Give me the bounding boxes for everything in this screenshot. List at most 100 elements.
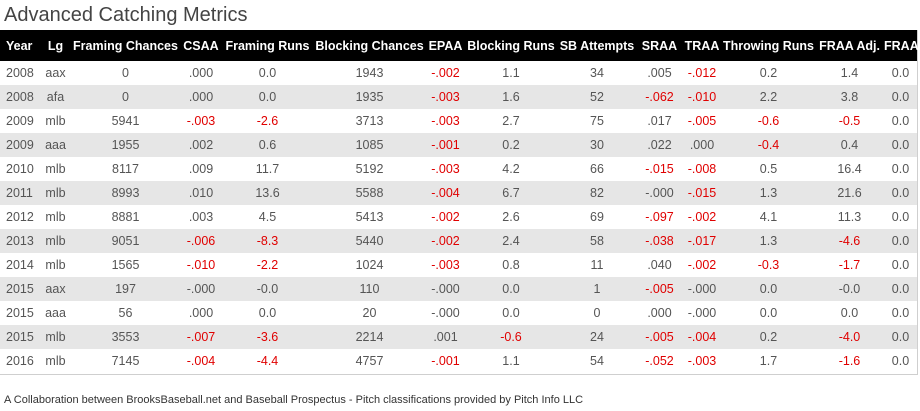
- table-cell: 1.4: [815, 61, 884, 85]
- table-cell: -.038: [637, 229, 682, 253]
- table-cell: 4.1: [722, 205, 815, 229]
- table-cell: 110: [313, 277, 426, 301]
- table-cell: .000: [180, 61, 222, 85]
- table-cell: -2.2: [222, 253, 313, 277]
- table-row: 2009 aaa 1955.002 0.6 1085 -.001 0.2 30.022.000…: [0, 133, 917, 157]
- table-cell: 1085: [313, 133, 426, 157]
- table-cell: 5588: [313, 181, 426, 205]
- table-cell: 0.8: [465, 253, 557, 277]
- table-cell: 7145: [71, 349, 180, 373]
- table-cell: aax: [40, 277, 71, 301]
- table-cell: -.000: [637, 181, 682, 205]
- table-row: 2014 mlb 1565 -.010 -2.2 1024 -.003 0.8 11.040 -.…: [0, 253, 917, 277]
- table-cell: 1565: [71, 253, 180, 277]
- column-header: TRAA: [682, 30, 722, 61]
- table-cell: 0.5: [722, 157, 815, 181]
- table-cell: -.010: [682, 85, 722, 109]
- table-cell: 0.2: [465, 133, 557, 157]
- table-cell: 0.0: [722, 301, 815, 325]
- table-row: 2013 mlb 9051 -.006 -8.3 5440 -.002 2.4 58 -.038-…: [0, 229, 917, 253]
- table-cell: 0.0: [884, 181, 917, 205]
- table-row: 2008 afa 0.000 0.0 1935 -.003 1.6 52 -.062 -.010 2…: [0, 85, 917, 109]
- table-cell: 2015: [0, 301, 40, 325]
- table-cell: 69: [557, 205, 637, 229]
- table-cell: -.000: [180, 277, 222, 301]
- column-header: Year: [0, 30, 40, 61]
- table-row: 2008 aax 0.000 0.0 1943 -.002 1.1 34.005 -.012 0.…: [0, 61, 917, 85]
- table-cell: -.004: [426, 181, 465, 205]
- table-cell: -.001: [426, 133, 465, 157]
- table-cell: -.000: [426, 277, 465, 301]
- table-cell: 1.3: [722, 181, 815, 205]
- table-cell: .022: [637, 133, 682, 157]
- table-cell: 0.0: [884, 85, 917, 109]
- table-cell: 1.1: [465, 349, 557, 373]
- table-cell: -.008: [682, 157, 722, 181]
- table-cell: 0.0: [884, 109, 917, 133]
- table-cell: afa: [40, 85, 71, 109]
- table-cell: 2009: [0, 133, 40, 157]
- column-header: CSAA: [180, 30, 222, 61]
- table-cell: -4.0: [815, 325, 884, 349]
- footer-credit: A Collaboration between BrooksBaseball.n…: [4, 394, 584, 406]
- table-cell: 1.1: [465, 61, 557, 85]
- table-cell: 56: [71, 301, 180, 325]
- table-body: 2008 aax 0.000 0.0 1943 -.002 1.1 34.005 -.012 0.…: [0, 61, 917, 373]
- table-cell: 0.0: [884, 325, 917, 349]
- table-cell: -.006: [180, 229, 222, 253]
- table-cell: 11: [557, 253, 637, 277]
- table-cell: .010: [180, 181, 222, 205]
- table-cell: 1955: [71, 133, 180, 157]
- table-cell: -.003: [426, 157, 465, 181]
- table-cell: 197: [71, 277, 180, 301]
- column-header: Framing Chances: [71, 30, 180, 61]
- table-cell: mlb: [40, 109, 71, 133]
- column-header: EPAA: [426, 30, 465, 61]
- table-cell: .000: [637, 301, 682, 325]
- table-cell: -.002: [682, 253, 722, 277]
- table-cell: 2.4: [465, 229, 557, 253]
- table-cell: 2008: [0, 85, 40, 109]
- table-cell: -.001: [426, 349, 465, 373]
- table-cell: -0.4: [722, 133, 815, 157]
- table-cell: 0: [71, 85, 180, 109]
- table-cell: 0.0: [465, 277, 557, 301]
- table-cell: 0.0: [722, 277, 815, 301]
- table-cell: 2.6: [465, 205, 557, 229]
- table-cell: mlb: [40, 253, 71, 277]
- table-cell: 1.6: [465, 85, 557, 109]
- table-cell: -0.3: [722, 253, 815, 277]
- table-cell: 1.3: [722, 229, 815, 253]
- catching-metrics-table: Year Lg Framing Chances CSAA Framing Runs Blo…: [0, 30, 919, 373]
- table-row: 2010 mlb 8117.009 11.7 5192 -.003 4.2 66 -.015 -.…: [0, 157, 917, 181]
- column-header: FRAA: [884, 30, 919, 61]
- table-cell: 2008: [0, 61, 40, 85]
- table-cell: 2.2: [722, 85, 815, 109]
- table-cell: 5192: [313, 157, 426, 181]
- table-cell: 30: [557, 133, 637, 157]
- table-cell: -.017: [682, 229, 722, 253]
- table-cell: 0.0: [884, 301, 917, 325]
- column-header: SRAA: [637, 30, 682, 61]
- table-cell: 2013: [0, 229, 40, 253]
- table-cell: 66: [557, 157, 637, 181]
- table-row: 2015 aaa 56.000 0.0 20 -.000 0.0 0.000 -.000 0.0 0…: [0, 301, 917, 325]
- table-row: 2016 mlb 7145 -.004 -4.4 4757 -.001 1.1 54 -.052-…: [0, 349, 917, 373]
- table-cell: 8881: [71, 205, 180, 229]
- page-title: Advanced Catching Metrics: [4, 4, 248, 26]
- table-cell: .017: [637, 109, 682, 133]
- table-cell: -3.6: [222, 325, 313, 349]
- table-cell: -.005: [682, 109, 722, 133]
- table-cell: 34: [557, 61, 637, 85]
- table-cell: 3.8: [815, 85, 884, 109]
- table-cell: 11.3: [815, 205, 884, 229]
- table-cell: 0.4: [815, 133, 884, 157]
- table-cell: 58: [557, 229, 637, 253]
- table-cell: 1943: [313, 61, 426, 85]
- table-cell: -.003: [426, 109, 465, 133]
- table-cell: -.000: [426, 301, 465, 325]
- table-cell: 0.0: [222, 301, 313, 325]
- table-cell: 0.0: [884, 253, 917, 277]
- table-cell: 2011: [0, 181, 40, 205]
- table-cell: 0.0: [884, 229, 917, 253]
